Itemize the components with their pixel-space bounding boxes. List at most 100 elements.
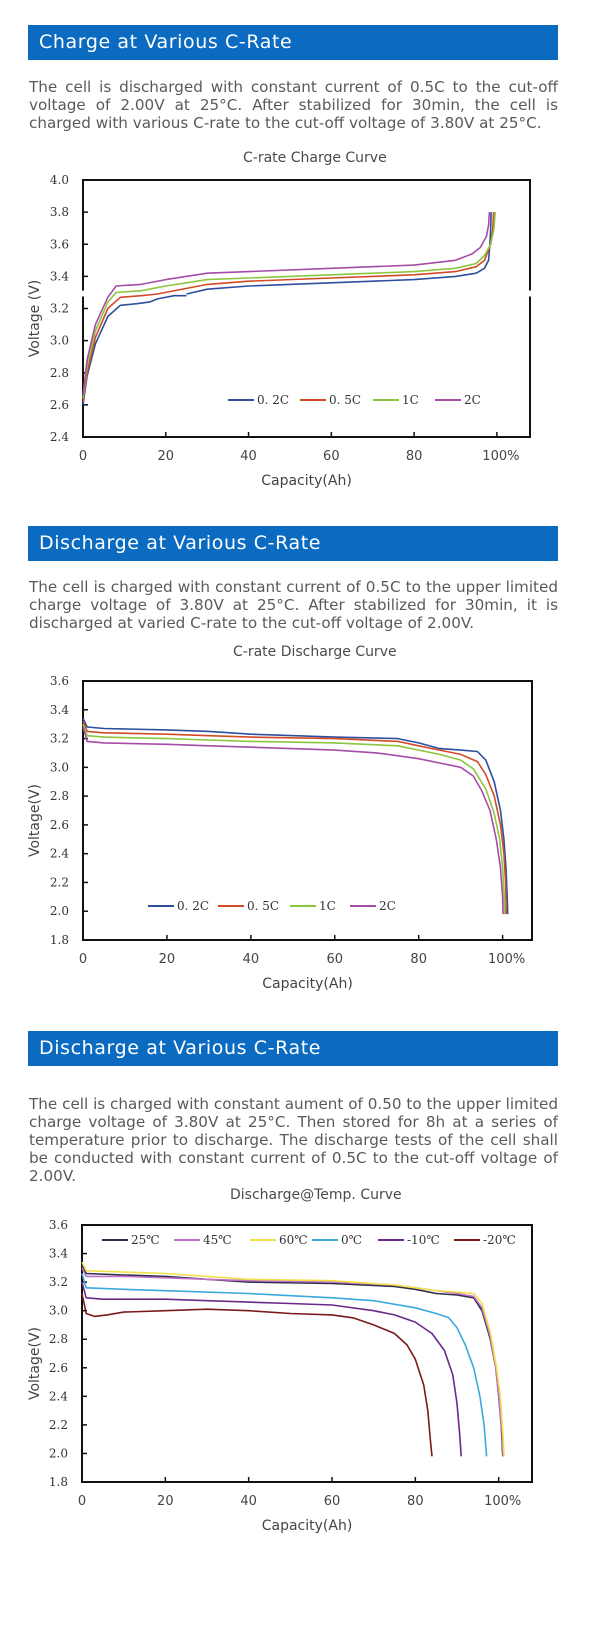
plot-frame bbox=[81, 1224, 533, 1483]
x-tick-label: 40 bbox=[240, 1494, 257, 1509]
y-tick-label: 3.0 bbox=[49, 1304, 68, 1318]
series-line bbox=[82, 723, 506, 915]
series-line bbox=[82, 720, 508, 915]
x-tick-label: 20 bbox=[157, 1494, 174, 1509]
section-description: The cell is discharged with constant cur… bbox=[29, 78, 558, 132]
y-tick-label: 2.0 bbox=[50, 904, 69, 918]
x-tick-label: 0 bbox=[79, 449, 87, 464]
y-tick-label: 1.8 bbox=[49, 1475, 68, 1489]
legend-label: 0. 5C bbox=[247, 899, 279, 913]
plot-frame bbox=[82, 680, 533, 941]
y-tick-label: 2.8 bbox=[50, 789, 69, 803]
series-line bbox=[81, 1281, 462, 1457]
y-axis-label: Voltage(V) bbox=[27, 784, 43, 857]
x-tick-label: 60 bbox=[324, 1494, 341, 1509]
x-tick-label: 20 bbox=[159, 952, 176, 967]
chart-title: Discharge@Temp. Curve bbox=[230, 1187, 402, 1203]
series-line bbox=[82, 212, 496, 399]
series-line bbox=[81, 1293, 433, 1457]
x-tick-label: 60 bbox=[327, 952, 344, 967]
legend-label: 1C bbox=[402, 393, 419, 407]
y-tick-label: 2.2 bbox=[50, 875, 69, 889]
legend-label: -10℃ bbox=[407, 1233, 440, 1247]
y-tick-label: 2.4 bbox=[50, 847, 69, 861]
section-heading: Charge at Various C-Rate bbox=[39, 31, 293, 53]
legend-label: 25℃ bbox=[131, 1233, 160, 1247]
y-axis-label: Voltage (V) bbox=[27, 280, 43, 357]
legend-label: 45℃ bbox=[203, 1233, 232, 1247]
x-tick-label: 60 bbox=[323, 449, 340, 464]
y-axis-label: Voltage(V) bbox=[27, 1327, 43, 1400]
y-tick-label: 3.6 bbox=[49, 1218, 68, 1232]
y-tick-label: 4.0 bbox=[50, 173, 69, 187]
y-tick-label: 1.8 bbox=[50, 933, 69, 947]
y-tick-label: 3.2 bbox=[50, 302, 69, 316]
y-tick-label: 3.4 bbox=[50, 269, 69, 283]
x-tick-label: 20 bbox=[158, 449, 175, 464]
y-tick-label: 2.6 bbox=[50, 398, 69, 412]
y-tick-label: 2.4 bbox=[50, 430, 69, 444]
section-banner-discharge: Discharge at Various C-Rate bbox=[28, 526, 558, 561]
axis-break-left bbox=[80, 290, 86, 297]
y-tick-label: 2.4 bbox=[49, 1389, 68, 1403]
x-tick-label: 40 bbox=[243, 952, 260, 967]
x-tick-label: 100% bbox=[484, 1494, 521, 1509]
legend-label: 0. 5C bbox=[329, 393, 361, 407]
x-tick-label: 40 bbox=[240, 449, 257, 464]
section-heading: Discharge at Various C-Rate bbox=[39, 1037, 322, 1059]
legend-label: 0. 2C bbox=[177, 899, 209, 913]
x-axis-label: Capacity(Ah) bbox=[262, 1518, 353, 1534]
y-tick-label: 3.6 bbox=[50, 674, 69, 688]
y-tick-label: 3.0 bbox=[50, 760, 69, 774]
legend-label: 2C bbox=[379, 899, 396, 913]
series-line bbox=[81, 1273, 488, 1457]
x-axis-label: Capacity(Ah) bbox=[262, 976, 353, 992]
x-tick-label: 80 bbox=[406, 449, 423, 464]
section-description: The cell is charged with constant aument… bbox=[29, 1095, 558, 1185]
chart-title: C-rate Charge Curve bbox=[243, 150, 387, 166]
section-heading: Discharge at Various C-Rate bbox=[39, 532, 322, 554]
series-line bbox=[82, 212, 492, 406]
temperature-discharge-chart: 1.8 2.0 2.2 2.4 2.6 2.8 3.0 3.2 3.4 3.6 0 20 40 60 80 1… bbox=[27, 1218, 533, 1534]
y-tick-label: 3.2 bbox=[50, 732, 69, 746]
legend-label: 60℃ bbox=[279, 1233, 308, 1247]
series-line bbox=[82, 212, 495, 402]
x-tick-label: 100% bbox=[488, 952, 525, 967]
y-tick-label: 3.2 bbox=[49, 1275, 68, 1289]
x-tick-label: 100% bbox=[482, 449, 519, 464]
section-description: The cell is charged with constant curren… bbox=[29, 578, 558, 632]
x-tick-label: 80 bbox=[407, 1494, 424, 1509]
section-banner-charge: Charge at Various C-Rate bbox=[28, 25, 558, 60]
y-tick-label: 2.6 bbox=[50, 818, 69, 832]
y-tick-label: 3.6 bbox=[50, 237, 69, 251]
legend-label: -20℃ bbox=[483, 1233, 516, 1247]
y-tick-label: 2.2 bbox=[49, 1418, 68, 1432]
plot-frame bbox=[82, 179, 531, 438]
series-line bbox=[81, 1261, 505, 1457]
y-tick-label: 2.0 bbox=[49, 1446, 68, 1460]
axis-break-right bbox=[527, 290, 533, 297]
legend-label: 0℃ bbox=[341, 1233, 362, 1247]
series-line bbox=[82, 726, 504, 915]
y-tick-label: 3.4 bbox=[50, 703, 69, 717]
legend-label: 0. 2C bbox=[257, 393, 289, 407]
series-line bbox=[82, 718, 509, 915]
y-tick-label: 3.4 bbox=[49, 1247, 68, 1261]
y-tick-label: 3.8 bbox=[50, 205, 69, 219]
legend-label: 1C bbox=[319, 899, 336, 913]
charge-curve-chart: 2.4 2.6 2.8 3.0 3.2 3.4 3.6 3.8 4.0 0 20 40 60 80 100%… bbox=[27, 173, 533, 489]
x-tick-label: 80 bbox=[410, 952, 427, 967]
y-tick-label: 3.0 bbox=[50, 334, 69, 348]
discharge-curve-chart: 1.8 2.0 2.2 2.4 2.6 2.8 3.0 3.2 3.4 3.6 0 20 40 60 80 1… bbox=[27, 674, 533, 992]
y-tick-label: 2.8 bbox=[49, 1332, 68, 1346]
x-axis-label: Capacity(Ah) bbox=[261, 473, 352, 489]
series-line bbox=[81, 1264, 504, 1457]
x-tick-label: 0 bbox=[78, 1494, 86, 1509]
legend-label: 2C bbox=[464, 393, 481, 407]
chart-title: C-rate Discharge Curve bbox=[233, 644, 397, 660]
section-banner-temp-discharge: Discharge at Various C-Rate bbox=[28, 1031, 558, 1066]
x-tick-label: 0 bbox=[79, 952, 87, 967]
series-line bbox=[82, 212, 491, 396]
y-tick-label: 2.8 bbox=[50, 366, 69, 380]
y-tick-label: 2.6 bbox=[49, 1361, 68, 1375]
